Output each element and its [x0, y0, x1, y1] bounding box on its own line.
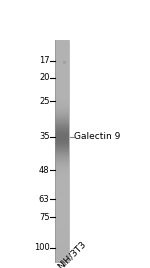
Text: 48: 48 [39, 166, 50, 175]
Text: 63: 63 [39, 195, 50, 204]
Text: 100: 100 [34, 243, 50, 252]
Text: NIH/3T3: NIH/3T3 [56, 239, 88, 268]
Text: 75: 75 [39, 213, 50, 222]
Text: 25: 25 [39, 97, 50, 106]
Text: 35: 35 [39, 132, 50, 142]
Text: Galectin 9: Galectin 9 [74, 132, 120, 142]
Text: 20: 20 [39, 73, 50, 82]
Text: 17: 17 [39, 56, 50, 65]
